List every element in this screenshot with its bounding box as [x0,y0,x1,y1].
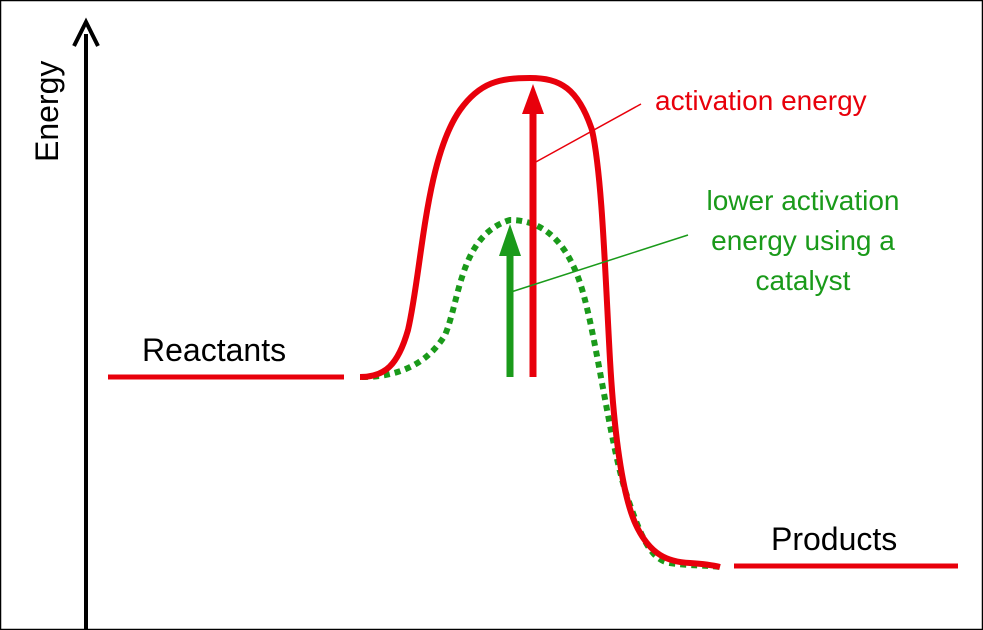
y-axis-arrowhead [72,17,100,47]
catalyst-label-line-2: energy using a [711,225,895,256]
activation-energy-arrowhead [522,84,544,114]
catalyst-label-line-3: catalyst [756,265,851,296]
catalyst-leader [510,234,689,293]
products-label: Products [771,521,897,557]
reactants-label: Reactants [142,332,286,368]
activation-energy-leader [533,103,642,164]
uncatalyzed-curve [359,74,721,570]
catalyst-label-line-1: lower activation [707,185,900,216]
catalyzed-curve [361,216,721,570]
catalyst-activation-arrowhead [499,224,521,256]
activation-energy-label: activation energy [655,85,867,116]
y-axis-label: Energy [29,61,65,162]
